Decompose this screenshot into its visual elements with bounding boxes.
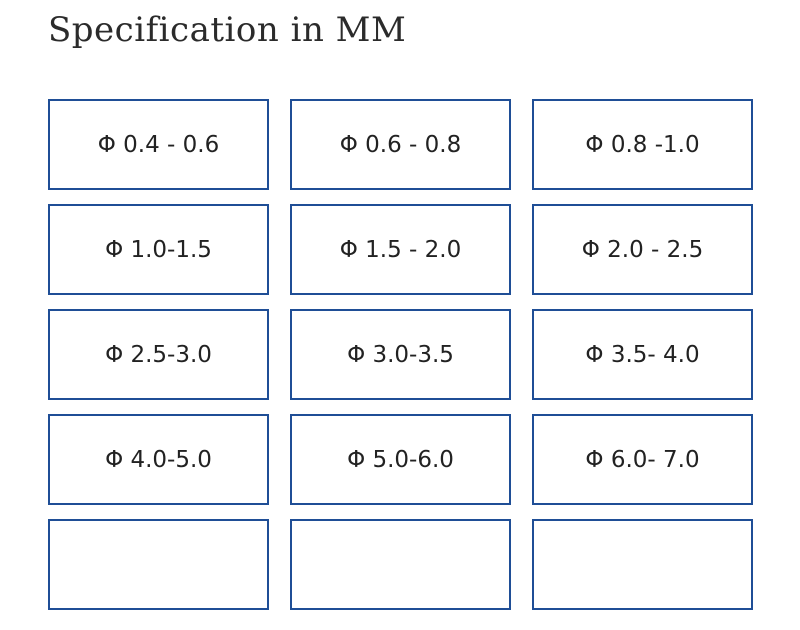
empty-option[interactable]	[48, 519, 269, 610]
spec-option[interactable]: Φ 1.0-1.5	[48, 204, 269, 295]
spec-option[interactable]: Φ 5.0-6.0	[290, 414, 511, 505]
empty-option[interactable]	[532, 519, 753, 610]
spec-option[interactable]: Φ 0.4 - 0.6	[48, 99, 269, 190]
spec-option[interactable]: Φ 2.5-3.0	[48, 309, 269, 400]
empty-option[interactable]	[290, 519, 511, 610]
spec-option[interactable]: Φ 2.0 - 2.5	[532, 204, 753, 295]
spec-option[interactable]: Φ 0.8 -1.0	[532, 99, 753, 190]
spec-option[interactable]: Φ 1.5 - 2.0	[290, 204, 511, 295]
spec-option[interactable]: Φ 4.0-5.0	[48, 414, 269, 505]
spec-option[interactable]: Φ 3.5- 4.0	[532, 309, 753, 400]
spec-option[interactable]: Φ 6.0- 7.0	[532, 414, 753, 505]
page-title: Specification in MM	[48, 10, 407, 50]
spec-option[interactable]: Φ 3.0-3.5	[290, 309, 511, 400]
option-grid: Φ 0.4 - 0.6 Φ 0.6 - 0.8 Φ 0.8 -1.0 Φ 1.0-1.…	[48, 99, 753, 610]
spec-option[interactable]: Φ 0.6 - 0.8	[290, 99, 511, 190]
